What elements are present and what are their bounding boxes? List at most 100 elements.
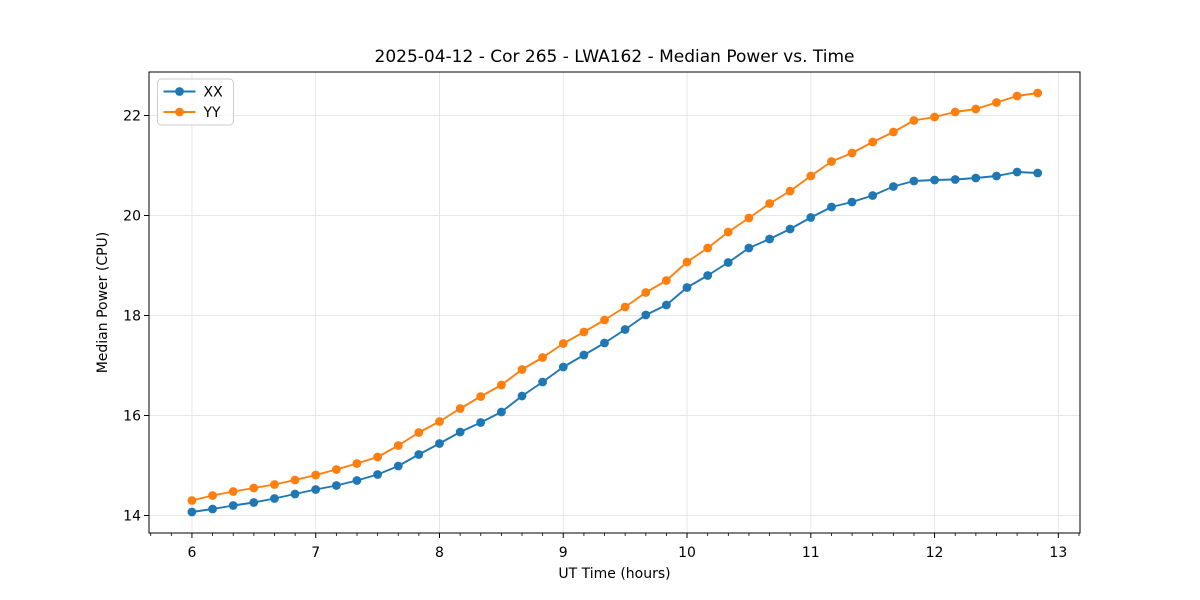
series-xx-marker	[765, 234, 774, 244]
series-yy-marker	[1033, 88, 1043, 98]
series-xx-line	[191, 171, 1038, 513]
series-yy-line	[191, 92, 1038, 502]
series-yy-marker	[950, 107, 960, 117]
series-xx-marker	[393, 461, 403, 471]
series-yy-marker	[270, 480, 279, 489]
series-xx-marker	[662, 300, 671, 310]
series-xx-marker	[497, 407, 506, 417]
chart-title: 2025-04-12 - Cor 265 - LWA162 - Median P…	[375, 47, 855, 67]
series-yy-marker	[744, 213, 754, 223]
series-xx-marker	[847, 197, 857, 207]
series-xx-marker	[352, 476, 362, 485]
series-yy-marker	[1012, 91, 1022, 101]
series-yy-marker	[187, 496, 197, 505]
grid-lines	[149, 72, 1080, 533]
series-xx-marker	[868, 191, 878, 200]
series-yy-marker	[558, 339, 568, 348]
series-yy-marker	[538, 353, 547, 362]
series-xx-marker	[806, 213, 816, 222]
series-yy-marker	[889, 127, 898, 137]
series-yy-marker	[827, 157, 836, 166]
series-yy-marker	[228, 487, 238, 496]
x-tick-label: 8	[435, 545, 444, 561]
series-yy-marker	[435, 417, 444, 426]
series-xx-marker	[517, 391, 527, 401]
y-tick-label: 16	[123, 409, 141, 425]
y-tick-label: 22	[123, 109, 141, 125]
legend-marker-xx	[175, 87, 184, 96]
data-series	[187, 88, 1043, 517]
y-tick-label: 18	[123, 309, 141, 325]
series-yy-marker	[806, 171, 816, 181]
series-xx-marker	[435, 439, 444, 448]
x-tick-label: 10	[678, 545, 696, 561]
series-yy-marker	[909, 116, 919, 125]
series-yy-marker	[620, 302, 630, 312]
legend-marker-yy	[175, 107, 184, 117]
series-yy-marker	[517, 365, 527, 374]
series-xx-marker	[620, 325, 630, 334]
legend-label-yy: YY	[203, 105, 222, 121]
series-xx-marker	[187, 507, 197, 517]
series-yy-marker	[290, 475, 300, 485]
series-yy-marker	[682, 257, 692, 267]
series-xx-marker	[332, 481, 341, 490]
series-xx-marker	[414, 450, 424, 459]
series-xx-marker	[579, 350, 589, 360]
series-xx-marker	[950, 175, 960, 184]
axis-tick-labels: 6 7 8 9 10 11 12 13 14 16 18 20 22	[123, 109, 1067, 562]
series-yy-marker	[785, 186, 795, 196]
series-yy-marker	[352, 459, 362, 468]
series-yy-marker	[868, 137, 878, 147]
series-yy-marker	[847, 148, 857, 158]
series-xx-marker	[476, 418, 486, 427]
series-xx-marker	[909, 176, 919, 186]
series-yy-marker	[662, 276, 671, 285]
series-yy-marker	[971, 104, 981, 114]
series-xx-marker	[1012, 167, 1022, 177]
series-yy-marker	[455, 404, 465, 413]
series-yy-marker	[600, 315, 609, 325]
legend-label-xx: XX	[204, 85, 224, 101]
series-yy-marker	[332, 465, 341, 474]
series-xx-marker	[930, 175, 939, 185]
x-axis-label: UT Time (hours)	[558, 566, 670, 582]
series-xx-marker	[208, 504, 218, 514]
x-tick-label: 12	[926, 545, 944, 561]
series-xx-marker	[600, 338, 609, 348]
series-yy-marker	[373, 452, 382, 462]
series-xx-marker	[558, 362, 568, 372]
series-yy-marker	[579, 327, 589, 337]
series-xx-marker	[311, 485, 321, 494]
series-xx-marker	[290, 489, 300, 499]
x-tick-label: 13	[1049, 545, 1067, 561]
series-yy-marker	[311, 470, 321, 480]
plot-border	[148, 71, 1081, 534]
y-axis-label: Median Power (CPU)	[95, 232, 111, 374]
series-xx-marker	[682, 283, 692, 292]
x-tick-label: 7	[311, 545, 320, 561]
series-yy-marker	[765, 199, 774, 208]
series-xx-marker	[641, 310, 651, 320]
series-xx-marker	[785, 224, 795, 234]
series-xx-marker	[373, 470, 382, 479]
series-yy-marker	[641, 288, 651, 297]
series-yy-marker	[703, 243, 713, 253]
series-yy-marker	[723, 227, 733, 237]
y-tick-label: 14	[123, 509, 141, 525]
series-xx-marker	[744, 243, 754, 253]
y-tick-label: 20	[123, 209, 141, 225]
legend: XX YY	[157, 78, 234, 126]
series-xx-marker	[723, 258, 733, 267]
series-yy-marker	[497, 380, 506, 390]
x-tick-label: 9	[559, 545, 568, 561]
series-xx-marker	[827, 202, 836, 212]
series-xx-marker	[538, 377, 547, 387]
series-yy-marker	[393, 441, 403, 450]
series-xx-marker	[703, 271, 713, 280]
series-xx-marker	[889, 182, 898, 191]
series-yy-marker	[992, 98, 1001, 107]
series-xx-marker	[992, 171, 1001, 181]
series-xx-marker	[455, 427, 465, 437]
